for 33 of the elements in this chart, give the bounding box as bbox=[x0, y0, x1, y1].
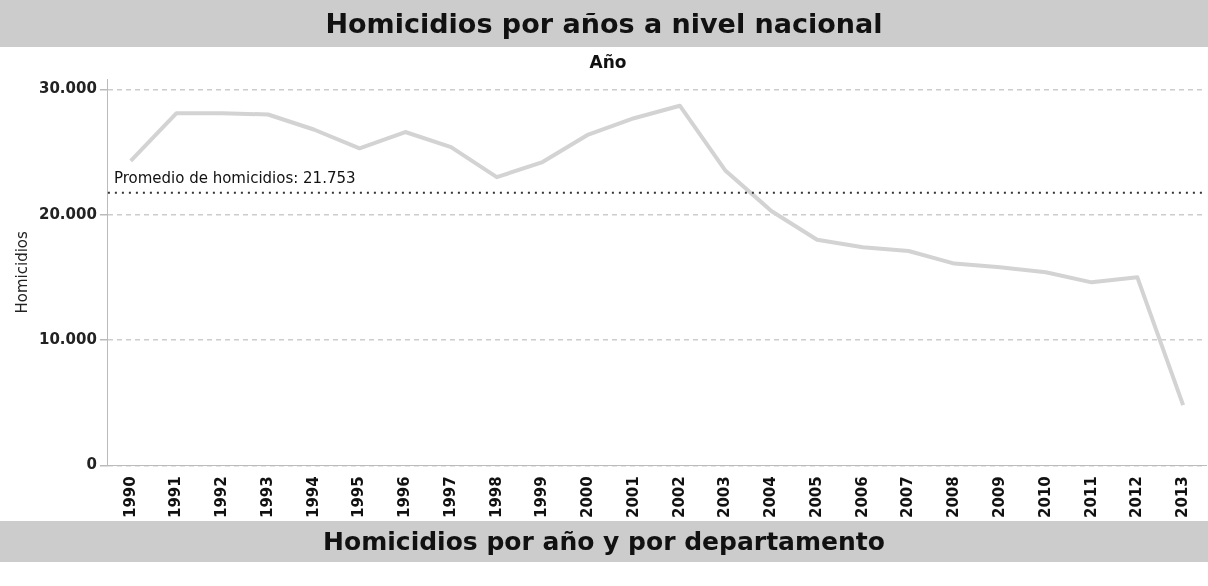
y-tick-label: 30.000 bbox=[38, 79, 97, 98]
x-tick-label: 1994 bbox=[303, 476, 322, 518]
x-tick-label: 1993 bbox=[257, 476, 276, 518]
x-tick-label: 1996 bbox=[395, 476, 414, 518]
x-tick-label: 2013 bbox=[1173, 476, 1192, 518]
x-tick-label: 2001 bbox=[623, 476, 642, 518]
chart-title: Homicidios por años a nivel nacional bbox=[0, 0, 1208, 47]
x-tick-label: 2004 bbox=[761, 476, 780, 518]
y-tick-label: 0 bbox=[86, 455, 97, 474]
y-axis-title: Homicidios bbox=[12, 230, 31, 314]
x-tick-label: 2008 bbox=[944, 476, 963, 518]
text: Homicidios por año y por departamento bbox=[0, 521, 1208, 562]
x-tick-label: 2010 bbox=[1035, 476, 1054, 518]
x-tick-label: 2009 bbox=[989, 476, 1008, 518]
y-tick-label: 10.000 bbox=[38, 329, 97, 348]
ref-line-label: Promedio de homicidios: 21.753 bbox=[113, 169, 356, 188]
x-tick-label: 1997 bbox=[440, 476, 459, 518]
y-tick-label: 20.000 bbox=[38, 204, 97, 223]
x-tick-label: 1990 bbox=[120, 476, 139, 518]
x-tick-label: 2006 bbox=[852, 476, 871, 518]
x-tick-label: 2000 bbox=[578, 476, 597, 518]
x-tick-label: 1998 bbox=[486, 476, 505, 518]
x-tick-label: 2011 bbox=[1081, 476, 1100, 518]
x-tick-label: 2005 bbox=[806, 476, 825, 518]
x-tick-label: 1992 bbox=[212, 476, 231, 518]
x-tick-label: 1995 bbox=[349, 476, 368, 518]
x-tick-label: 2003 bbox=[715, 476, 734, 518]
x-tick-label: 2012 bbox=[1127, 476, 1146, 518]
x-tick-label: 2007 bbox=[898, 476, 917, 518]
x-tick-label: 2002 bbox=[669, 476, 688, 518]
x-tick-label: 1999 bbox=[532, 476, 551, 518]
x-tick-label: 1991 bbox=[166, 476, 185, 518]
x-axis-title: Año bbox=[589, 51, 627, 72]
